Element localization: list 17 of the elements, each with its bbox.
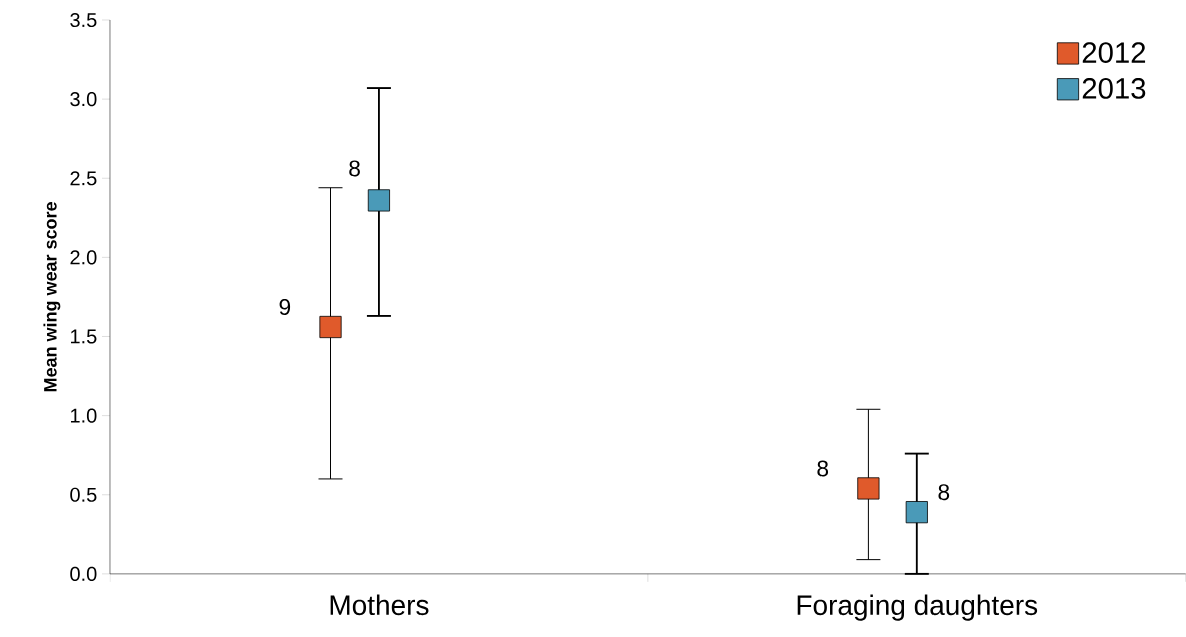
annotation: 9: [279, 299, 291, 316]
annotation: 8: [349, 160, 360, 177]
y-tick-label: 1.5: [71, 329, 97, 344]
y-tick-label: 2.0: [70, 250, 97, 265]
x-tick-label: Foraging daughters: [797, 594, 1038, 621]
legend-label: 2012: [1082, 42, 1146, 64]
y-tick-label: 0.0: [70, 566, 97, 582]
y-tick-label: 3.5: [70, 12, 97, 28]
y-tick-label: 2.5: [70, 171, 97, 186]
annotation: 8: [817, 460, 829, 477]
legend-label: 2013: [1082, 78, 1146, 99]
x-tick-label: Mothers: [330, 594, 429, 616]
y-tick-label: 0.5: [70, 487, 97, 502]
y-axis-title: Mean wing wear score: [43, 202, 61, 392]
annotation: 8: [938, 484, 950, 501]
y-tick-label: 1.0: [71, 408, 97, 423]
y-tick-label: 3.0: [70, 92, 97, 107]
